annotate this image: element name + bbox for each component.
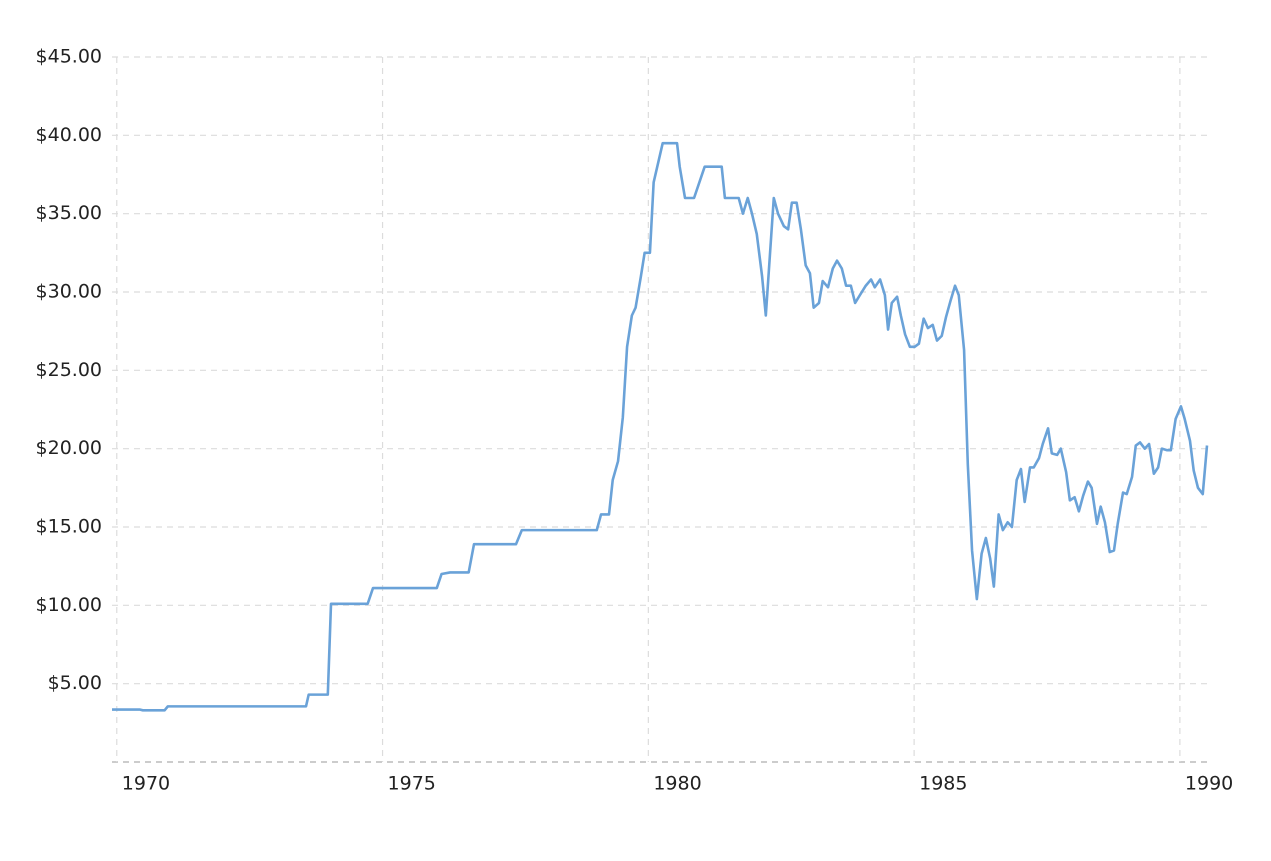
y-tick-label: $25.00	[36, 359, 102, 381]
y-tick-label: $30.00	[36, 281, 102, 303]
y-tick-label: $5.00	[48, 672, 102, 694]
y-tick-label: $45.00	[36, 46, 102, 68]
y-tick-label: $35.00	[36, 202, 102, 224]
data-line	[112, 141, 1209, 712]
x-tick-label: 1980	[653, 773, 701, 795]
y-tick-label: $15.00	[36, 516, 102, 538]
y-tick-label: $40.00	[36, 124, 102, 146]
y-tick-label: $10.00	[36, 594, 102, 616]
y-tick-label: $20.00	[36, 437, 102, 459]
x-tick-label: 1985	[919, 773, 967, 795]
x-tick-label: 1975	[388, 773, 436, 795]
x-tick-label: 1970	[122, 773, 170, 795]
x-tick-label: 1990	[1185, 773, 1233, 795]
